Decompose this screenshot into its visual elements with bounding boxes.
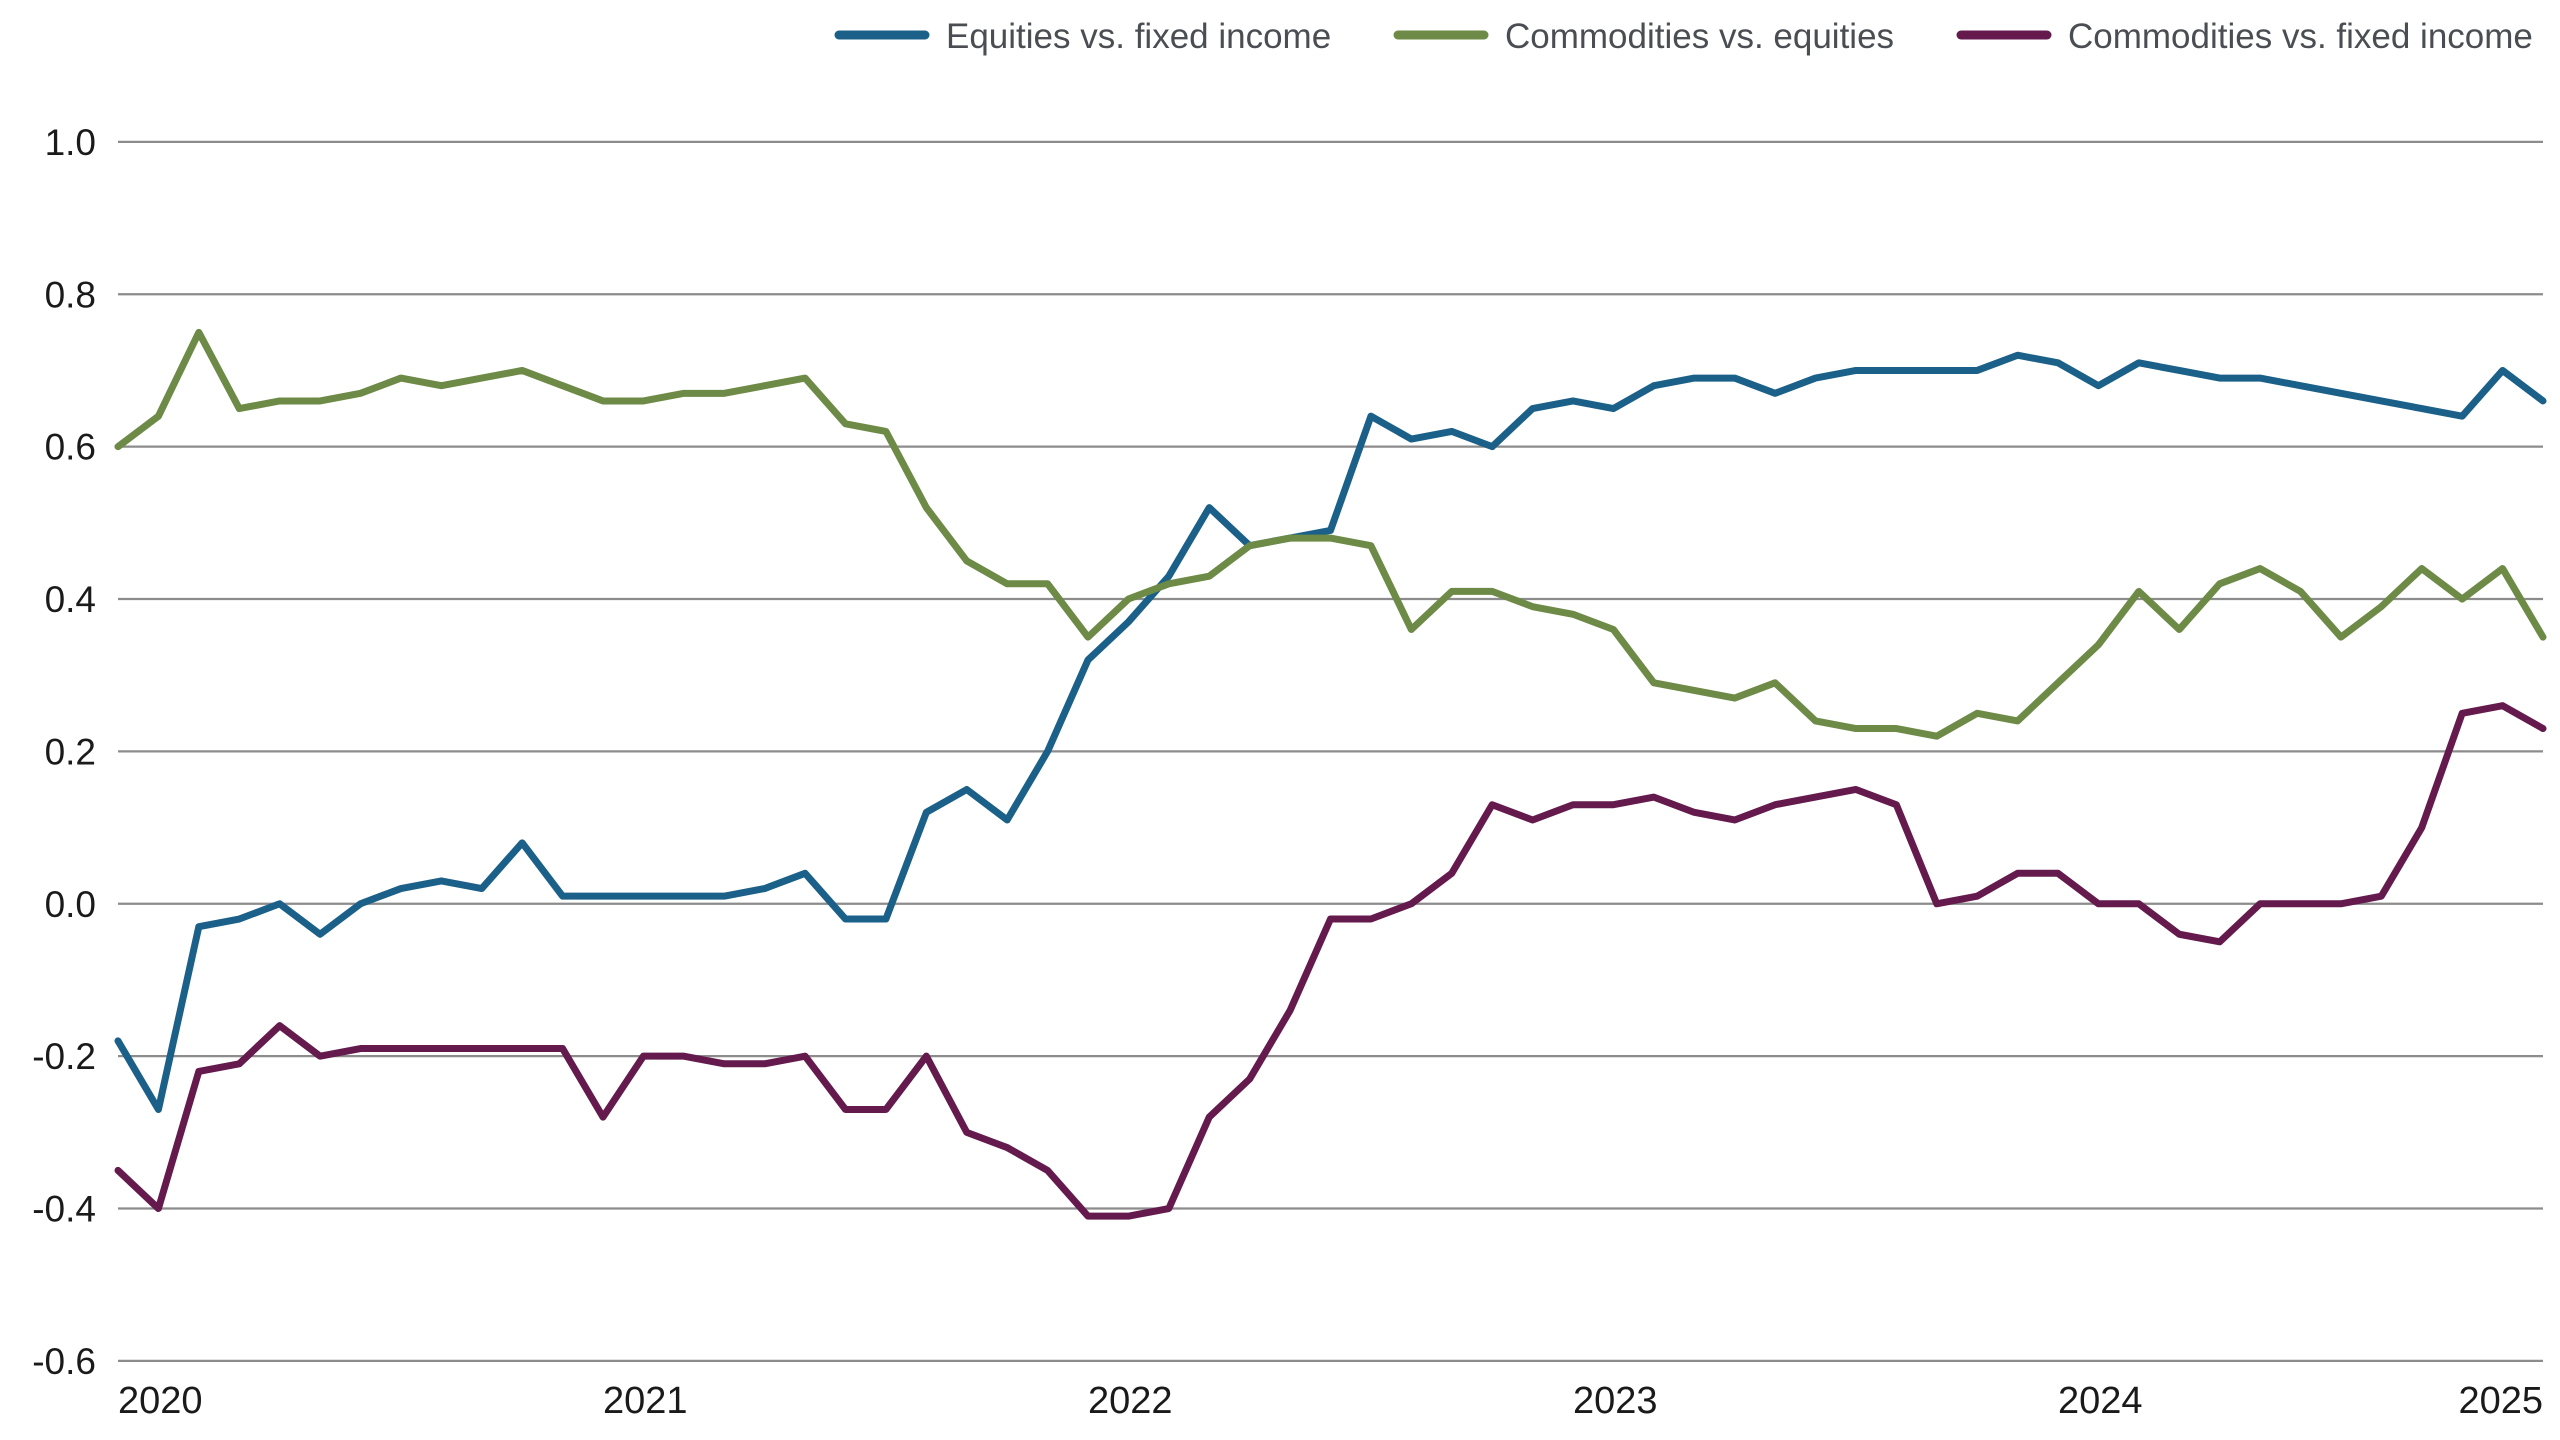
svg-text:Commodities vs. fixed income: Commodities vs. fixed income <box>2068 17 2533 56</box>
svg-text:1.0: 1.0 <box>45 122 96 163</box>
svg-text:0.8: 0.8 <box>45 274 96 315</box>
svg-text:2023: 2023 <box>1573 1380 1658 1422</box>
svg-text:-0.6: -0.6 <box>32 1341 96 1382</box>
svg-text:0.6: 0.6 <box>45 427 96 468</box>
svg-text:2020: 2020 <box>118 1380 203 1422</box>
svg-text:0.4: 0.4 <box>45 579 96 620</box>
svg-text:0.0: 0.0 <box>45 884 96 925</box>
svg-text:2021: 2021 <box>603 1380 688 1422</box>
svg-text:Equities vs. fixed income: Equities vs. fixed income <box>946 17 1331 56</box>
svg-text:-0.2: -0.2 <box>32 1036 96 1077</box>
svg-text:-0.4: -0.4 <box>32 1189 96 1230</box>
svg-text:Commodities vs. equities: Commodities vs. equities <box>1505 17 1894 56</box>
svg-text:2025: 2025 <box>2458 1380 2543 1422</box>
svg-text:0.2: 0.2 <box>45 731 96 772</box>
svg-text:2022: 2022 <box>1088 1380 1173 1422</box>
svg-text:2024: 2024 <box>2058 1380 2143 1422</box>
